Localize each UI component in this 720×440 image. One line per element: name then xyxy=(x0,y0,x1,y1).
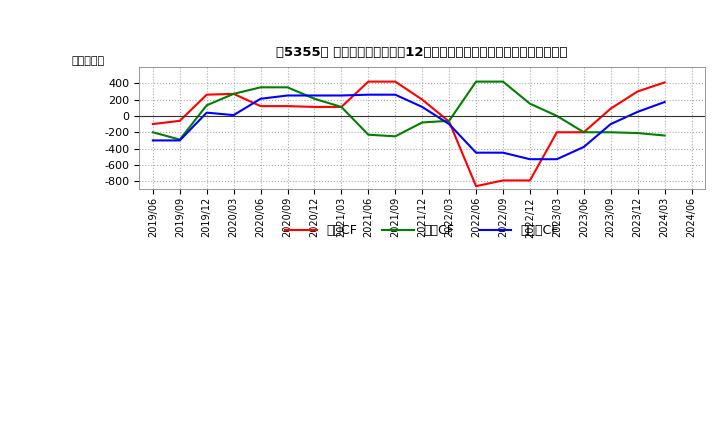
投資CF xyxy=(202,103,211,108)
投資CF xyxy=(230,91,238,96)
フリーCF xyxy=(552,157,561,162)
Line: 営業CF: 営業CF xyxy=(153,81,665,186)
営業CF xyxy=(364,79,373,84)
フリーCF xyxy=(364,92,373,97)
投資CF xyxy=(634,130,642,136)
投資CF xyxy=(660,133,669,138)
営業CF xyxy=(606,106,615,111)
フリーCF xyxy=(148,138,157,143)
営業CF xyxy=(526,178,534,183)
投資CF xyxy=(148,130,157,135)
Title: 【5355】 キャッシュフローの12か月移動合計の対前年同期増減額の推移: 【5355】 キャッシュフローの12か月移動合計の対前年同期増減額の推移 xyxy=(276,46,568,59)
フリーCF xyxy=(283,93,292,98)
営業CF xyxy=(230,91,238,96)
投資CF xyxy=(364,132,373,137)
フリーCF xyxy=(176,138,184,143)
投資CF xyxy=(445,118,454,124)
フリーCF xyxy=(499,150,508,155)
投資CF xyxy=(176,137,184,142)
フリーCF xyxy=(606,121,615,127)
投資CF xyxy=(552,113,561,118)
投資CF xyxy=(418,120,426,125)
フリーCF xyxy=(526,157,534,162)
投資CF xyxy=(526,101,534,106)
投資CF xyxy=(310,96,319,101)
Line: フリーCF: フリーCF xyxy=(153,95,665,159)
Line: 投資CF: 投資CF xyxy=(153,81,665,139)
営業CF xyxy=(552,130,561,135)
フリーCF xyxy=(391,92,400,97)
フリーCF xyxy=(202,110,211,115)
営業CF xyxy=(391,79,400,84)
投資CF xyxy=(391,134,400,139)
投資CF xyxy=(283,84,292,90)
営業CF xyxy=(283,103,292,109)
Legend: 営業CF, 投資CF, フリーCF: 営業CF, 投資CF, フリーCF xyxy=(280,219,564,242)
Y-axis label: （百万円）: （百万円） xyxy=(72,56,105,66)
営業CF xyxy=(499,178,508,183)
営業CF xyxy=(176,118,184,124)
フリーCF xyxy=(660,99,669,105)
営業CF xyxy=(445,119,454,124)
フリーCF xyxy=(256,96,265,101)
投資CF xyxy=(580,130,588,135)
投資CF xyxy=(337,104,346,110)
営業CF xyxy=(472,183,480,189)
投資CF xyxy=(606,130,615,135)
フリーCF xyxy=(634,109,642,114)
投資CF xyxy=(256,84,265,90)
フリーCF xyxy=(310,93,319,98)
フリーCF xyxy=(337,93,346,98)
営業CF xyxy=(148,121,157,127)
営業CF xyxy=(660,80,669,85)
フリーCF xyxy=(230,113,238,118)
フリーCF xyxy=(472,150,480,155)
営業CF xyxy=(310,104,319,110)
営業CF xyxy=(418,97,426,102)
営業CF xyxy=(256,103,265,109)
営業CF xyxy=(580,130,588,135)
営業CF xyxy=(634,89,642,94)
営業CF xyxy=(337,104,346,110)
投資CF xyxy=(472,79,480,84)
フリーCF xyxy=(445,121,454,127)
フリーCF xyxy=(580,144,588,150)
フリーCF xyxy=(418,104,426,110)
投資CF xyxy=(499,79,508,84)
営業CF xyxy=(202,92,211,97)
